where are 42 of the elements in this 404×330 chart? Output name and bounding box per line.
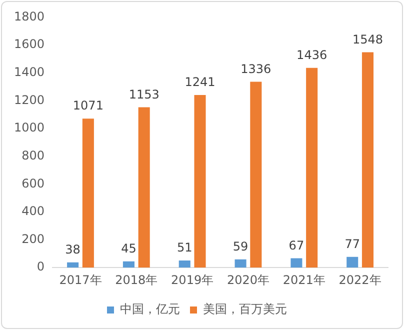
data-label: 51 — [176, 240, 192, 255]
legend-label: 中国，亿元 — [120, 302, 180, 316]
legend-label: 美国，百万美元 — [203, 302, 287, 316]
data-label: 1436 — [296, 48, 328, 62]
bar — [82, 118, 94, 268]
y-tick-label: 1600 — [14, 37, 45, 52]
y-tick-label: 1200 — [14, 92, 45, 107]
x-tick-label: 2022年 — [338, 272, 382, 287]
data-label: 1153 — [128, 87, 160, 102]
y-tick-label: 0 — [36, 260, 45, 274]
y-tick-label: 200 — [22, 232, 45, 246]
bar — [362, 52, 374, 268]
x-tick-label: 2020年 — [226, 272, 270, 287]
data-label: 67 — [288, 238, 304, 252]
y-tick-label: 1000 — [14, 120, 45, 135]
bar — [234, 259, 246, 268]
data-label: 1336 — [240, 62, 272, 76]
bar — [346, 256, 358, 268]
data-label: 1071 — [72, 98, 104, 113]
data-label: 59 — [232, 240, 248, 254]
bar — [67, 262, 79, 268]
bar — [122, 261, 134, 268]
x-tick-label: 2021年 — [282, 272, 326, 287]
x-tick-label: 2018年 — [115, 272, 158, 287]
bar — [194, 94, 206, 268]
y-tick-label: 1800 — [14, 9, 45, 24]
y-tick-label: 800 — [22, 148, 45, 162]
bar — [178, 260, 190, 268]
x-tick-label: 2017年 — [59, 272, 102, 287]
bar — [290, 258, 302, 268]
y-tick-label: 400 — [22, 204, 45, 218]
data-label: 38 — [65, 242, 80, 256]
x-tick-label: 2019年 — [171, 272, 214, 287]
y-tick-label: 1400 — [14, 64, 45, 79]
bar — [306, 68, 318, 268]
data-label: 45 — [121, 241, 136, 256]
bar — [138, 107, 150, 268]
data-label: 1241 — [184, 75, 216, 90]
data-label: 1548 — [352, 32, 384, 46]
bar — [250, 82, 262, 268]
data-label: 77 — [344, 237, 360, 252]
y-tick-label: 600 — [22, 176, 45, 190]
